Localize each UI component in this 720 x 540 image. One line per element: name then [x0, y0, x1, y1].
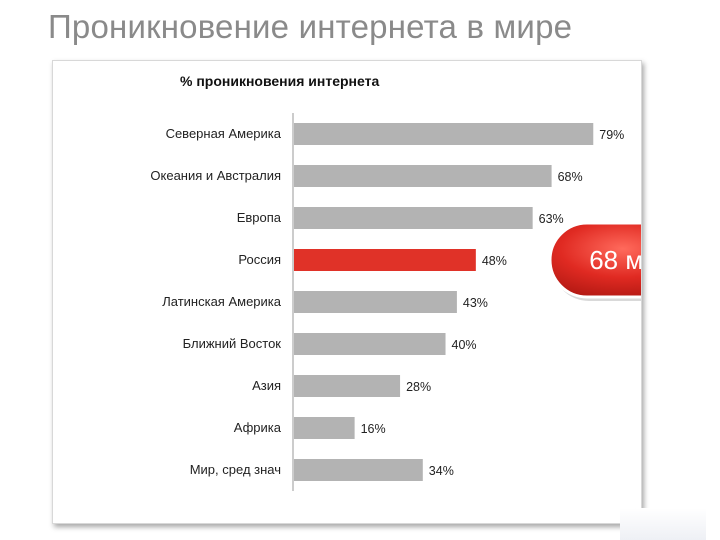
value-label: 79% — [599, 128, 624, 142]
bar — [294, 123, 594, 145]
bar — [294, 375, 401, 397]
category-label: Ближний Восток — [183, 336, 282, 351]
value-label: 48% — [482, 254, 507, 268]
category-label: Азия — [252, 378, 281, 393]
value-label: 63% — [539, 212, 564, 226]
value-label: 28% — [406, 380, 431, 394]
category-label: Океания и Австралия — [150, 168, 281, 183]
chart-panel: % проникновения интернета Северная Амери… — [52, 60, 642, 524]
category-label: Северная Америка — [166, 126, 282, 141]
callout-badge: 68 млн — [548, 221, 641, 301]
value-label: 43% — [463, 296, 488, 310]
corner-decoration — [620, 508, 706, 540]
value-label: 34% — [429, 464, 454, 478]
bar — [294, 291, 457, 313]
value-label: 16% — [361, 422, 386, 436]
category-label: Европа — [237, 210, 282, 225]
callout-text: 68 млн — [589, 245, 641, 275]
value-label: 68% — [558, 170, 583, 184]
bar — [294, 165, 552, 187]
category-label: Мир, сред знач — [190, 462, 281, 477]
slide-title: Проникновение интернета в мире — [48, 8, 573, 45]
chart-title: % проникновения интернета — [180, 73, 379, 89]
category-label: Африка — [234, 420, 282, 435]
bar-highlight — [294, 249, 476, 271]
category-label: Россия — [238, 252, 281, 267]
bars-group: Северная Америка 79% Океания и Австралия 68… — [150, 123, 624, 481]
bar — [294, 333, 446, 355]
bar — [294, 459, 423, 481]
bar — [294, 417, 355, 439]
value-label: 40% — [452, 338, 477, 352]
bar-chart: % проникновения интернета Северная Амери… — [150, 73, 641, 491]
category-label: Латинская Америка — [162, 294, 282, 309]
bar — [294, 207, 533, 229]
